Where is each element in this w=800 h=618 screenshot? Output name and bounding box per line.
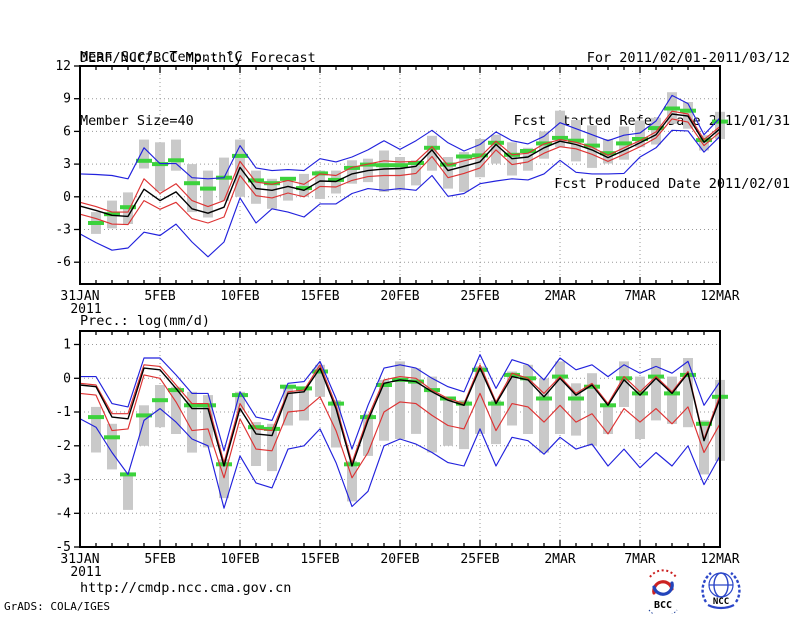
svg-text:9: 9 <box>63 92 71 107</box>
bcc-logo: BCC <box>648 569 678 614</box>
svg-text:15FEB: 15FEB <box>300 552 339 567</box>
svg-text:20FEB: 20FEB <box>380 552 419 567</box>
ncc-logo: NCC <box>701 572 741 610</box>
svg-text:1: 1 <box>63 338 71 353</box>
bcc-logo-label: BCC <box>654 600 672 611</box>
svg-text:31JAN: 31JAN <box>60 289 99 304</box>
ncc-logo-label: NCC <box>713 597 729 607</box>
svg-text:12MAR: 12MAR <box>700 289 739 304</box>
grads-credit: GrADS: COLA/IGES <box>4 600 110 613</box>
page-title: DERF/NCC/BCC Monthly Forecast <box>80 50 316 66</box>
svg-text:6: 6 <box>63 124 71 139</box>
svg-text:7MAR: 7MAR <box>624 552 655 567</box>
svg-text:31JAN: 31JAN <box>60 552 99 567</box>
svg-text:12MAR: 12MAR <box>700 552 739 567</box>
temperature-chart-title: Mean Surf. Temp.: °C <box>80 49 243 65</box>
header-left: DERF/NCC/BCC Monthly Forecast Member Siz… <box>80 6 316 174</box>
svg-text:20FEB: 20FEB <box>380 289 419 304</box>
svg-text:5FEB: 5FEB <box>144 552 175 567</box>
member-size-label: Member Size=40 <box>80 113 194 129</box>
svg-text:0: 0 <box>63 371 71 386</box>
svg-text:-3: -3 <box>55 473 71 488</box>
website-url: http://cmdp.ncc.cma.gov.cn <box>80 580 292 596</box>
forecast-period-label: For 2011/02/01-2011/03/12 <box>586 50 790 66</box>
svg-text:2MAR: 2MAR <box>544 289 575 304</box>
svg-text:25FEB: 25FEB <box>460 552 499 567</box>
svg-text:5FEB: 5FEB <box>144 289 175 304</box>
svg-text:-6: -6 <box>55 255 71 270</box>
svg-text:12: 12 <box>55 59 71 74</box>
svg-text:25FEB: 25FEB <box>460 289 499 304</box>
svg-text:2011: 2011 <box>70 302 101 317</box>
svg-text:-2: -2 <box>55 439 71 454</box>
precipitation-chart-title: Prec.: log(mm/d) <box>80 313 211 329</box>
svg-text:0: 0 <box>63 190 71 205</box>
svg-text:2MAR: 2MAR <box>544 552 575 567</box>
svg-text:-3: -3 <box>55 223 71 238</box>
svg-text:7MAR: 7MAR <box>624 289 655 304</box>
svg-text:-5: -5 <box>55 540 71 555</box>
svg-text:2011: 2011 <box>70 565 101 580</box>
header-right: For 2011/02/01-2011/03/12 Fcst Started R… <box>514 6 790 237</box>
svg-text:15FEB: 15FEB <box>300 289 339 304</box>
produced-date-label: Fcst Produced Date 2011/02/01 <box>554 176 790 192</box>
svg-text:10FEB: 10FEB <box>220 552 259 567</box>
svg-text:-4: -4 <box>55 506 71 521</box>
svg-text:10FEB: 10FEB <box>220 289 259 304</box>
svg-text:-1: -1 <box>55 405 71 420</box>
svg-text:3: 3 <box>63 157 71 172</box>
